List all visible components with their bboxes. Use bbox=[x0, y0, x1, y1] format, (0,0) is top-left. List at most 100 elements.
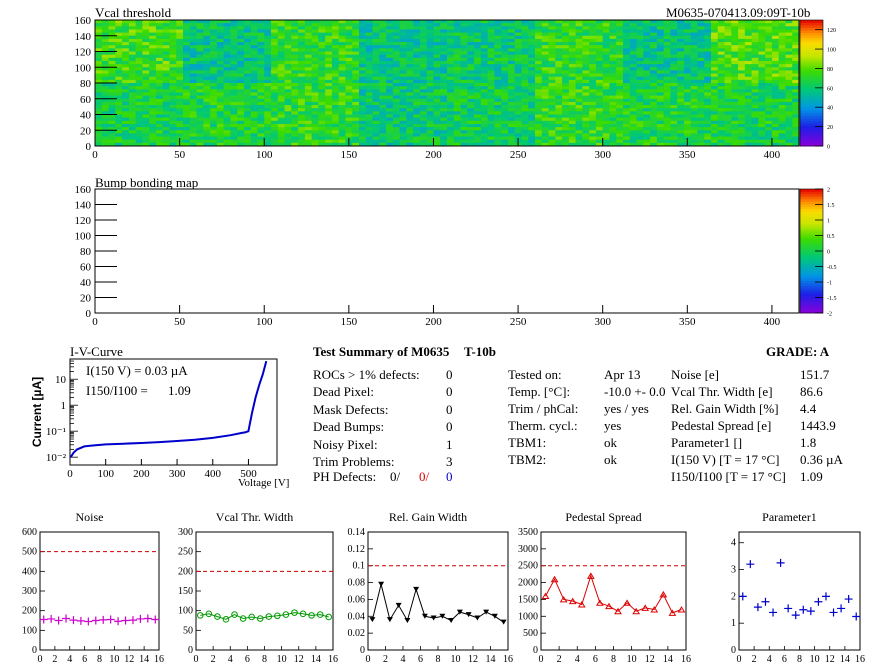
heatmap-cell bbox=[264, 73, 272, 78]
bump-map-x-tick-label: 250 bbox=[510, 316, 527, 328]
data-point bbox=[378, 581, 385, 587]
heatmap-cell bbox=[298, 136, 306, 141]
data-point bbox=[69, 616, 78, 625]
heatmap-cell bbox=[433, 114, 441, 119]
heatmap-cell bbox=[189, 48, 197, 52]
heatmap-cell bbox=[778, 38, 786, 43]
heatmap-cell bbox=[575, 32, 583, 37]
heatmap-cell bbox=[311, 67, 319, 71]
heatmap-cell bbox=[555, 92, 563, 96]
heatmap-cell bbox=[379, 73, 387, 78]
heatmap-cell bbox=[541, 35, 549, 40]
heatmap-cell bbox=[629, 64, 637, 68]
heatmap-cell bbox=[250, 76, 258, 81]
heatmap-cell bbox=[562, 20, 570, 24]
heatmap-cell bbox=[758, 70, 766, 74]
heatmap-cell bbox=[237, 57, 245, 62]
heatmap-cell bbox=[751, 73, 759, 78]
heatmap-cell bbox=[650, 101, 658, 106]
heatmap-cell bbox=[494, 48, 502, 52]
heatmap-cell bbox=[149, 98, 157, 103]
heatmap-cell bbox=[494, 89, 502, 93]
roc-y-tick-label: 1500 bbox=[518, 594, 538, 605]
heatmap-cell bbox=[744, 64, 753, 68]
heatmap-cell bbox=[562, 29, 570, 33]
heatmap-cell bbox=[406, 117, 414, 122]
heatmap-cell bbox=[562, 45, 570, 49]
heatmap-cell bbox=[426, 83, 434, 87]
heatmap-cell bbox=[413, 83, 421, 87]
heatmap-cell bbox=[467, 133, 475, 137]
heatmap-cell bbox=[683, 98, 692, 103]
heatmap-cell bbox=[535, 54, 543, 59]
heatmap-cell bbox=[271, 70, 279, 74]
heatmap-cell bbox=[460, 89, 468, 93]
heatmap-cell bbox=[643, 60, 651, 65]
heatmap-cell bbox=[514, 105, 522, 109]
heatmap-cell bbox=[663, 32, 671, 37]
heatmap-cell bbox=[467, 130, 475, 134]
heatmap-cell bbox=[541, 120, 549, 125]
heatmap-cell bbox=[541, 142, 549, 147]
heatmap-cell bbox=[338, 35, 346, 40]
heatmap-cell bbox=[555, 32, 563, 37]
heatmap-cell bbox=[548, 64, 556, 68]
heatmap-cell bbox=[460, 95, 468, 100]
heatmap-cell bbox=[304, 133, 313, 137]
heatmap-cell bbox=[507, 108, 516, 112]
heatmap-cell bbox=[595, 120, 604, 125]
colorbar-swatch bbox=[800, 57, 823, 61]
heatmap-cell bbox=[386, 111, 394, 115]
heatmap-cell bbox=[426, 42, 434, 46]
grade: GRADE: A bbox=[766, 344, 830, 359]
heatmap-cell bbox=[386, 136, 394, 141]
heatmap-cell bbox=[196, 20, 204, 24]
colorbar-swatch bbox=[800, 40, 823, 44]
heatmap-cell bbox=[548, 60, 556, 65]
heatmap-cell bbox=[623, 57, 631, 62]
heatmap-cell bbox=[433, 64, 441, 68]
heatmap-cell bbox=[298, 57, 306, 62]
heatmap-cell bbox=[284, 123, 292, 128]
heatmap-cell bbox=[406, 95, 414, 100]
heatmap-cell bbox=[487, 54, 495, 59]
heatmap-cell bbox=[149, 60, 157, 65]
heatmap-cell bbox=[535, 35, 543, 40]
heatmap-cell bbox=[548, 86, 556, 90]
heatmap-cell bbox=[311, 127, 319, 131]
vcal-colorbar-tick-label: 100 bbox=[827, 48, 836, 54]
heatmap-cell bbox=[501, 23, 509, 27]
heatmap-cell bbox=[528, 54, 536, 59]
heatmap-cell bbox=[95, 23, 103, 27]
defect-value: 0 bbox=[446, 384, 453, 400]
heatmap-cell bbox=[331, 70, 340, 74]
heatmap-cell bbox=[758, 95, 766, 100]
heatmap-cell bbox=[345, 123, 353, 128]
heatmap-cell bbox=[535, 105, 543, 109]
heatmap-cell bbox=[663, 120, 671, 125]
heatmap-cell bbox=[697, 54, 705, 59]
heatmap-cell bbox=[264, 38, 272, 43]
heatmap-cell bbox=[406, 20, 414, 24]
heatmap-cell bbox=[406, 123, 414, 128]
vcal-colorbar-frame bbox=[799, 19, 824, 147]
heatmap-cell bbox=[792, 86, 800, 90]
result-value: 151.7 bbox=[800, 367, 830, 382]
heatmap-cell bbox=[474, 136, 482, 141]
heatmap-cell bbox=[338, 130, 346, 134]
heatmap-cell bbox=[609, 114, 617, 119]
heatmap-cell bbox=[629, 45, 637, 49]
roc-x-tick-label: 8 bbox=[797, 654, 802, 665]
heatmap-cell bbox=[738, 83, 746, 87]
heatmap-cell bbox=[298, 29, 306, 33]
heatmap-cell bbox=[589, 76, 597, 81]
heatmap-cell bbox=[216, 38, 225, 43]
heatmap-cell bbox=[250, 20, 258, 24]
heatmap-cell bbox=[609, 23, 617, 27]
heatmap-cell bbox=[325, 23, 333, 27]
heatmap-cell bbox=[758, 98, 766, 103]
heatmap-cell bbox=[778, 108, 786, 112]
condition-label: Trim / phCal: bbox=[508, 401, 579, 416]
heatmap-cell bbox=[738, 48, 746, 52]
data-point bbox=[456, 609, 463, 615]
